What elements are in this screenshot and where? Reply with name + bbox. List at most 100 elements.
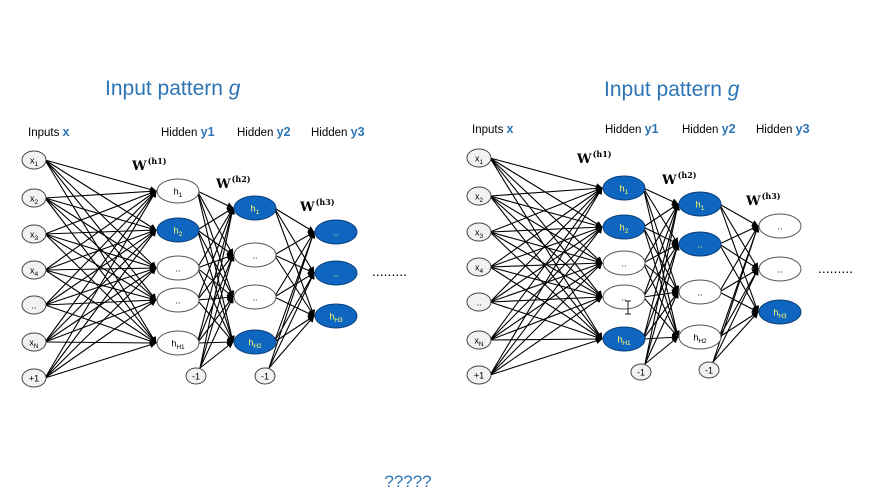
net2-header-h1: Hidden y1 (605, 122, 659, 136)
net2-edge-in1-l1n0 (490, 185, 603, 197)
net1-input-node (21, 368, 47, 388)
net2-input-label: x2 (475, 192, 484, 205)
net1-edge-in3-l1n0 (44, 190, 157, 271)
net1-edge-l2n0-l3n0 (274, 207, 315, 233)
net2-layer2-node (678, 231, 722, 257)
net2-edge-l2n3-l3n1 (718, 268, 759, 338)
net2-input-node (466, 222, 492, 242)
net2-edge-in2-l1n1 (490, 223, 603, 233)
net2-edge-l1n3-l2n3 (642, 296, 679, 338)
net1-edge-in3-l1n2 (45, 264, 157, 272)
net1-edge-in4-l1n4 (44, 304, 157, 345)
net2-input-node (466, 365, 492, 385)
net2-input-node (466, 292, 492, 312)
net2-edge-in1-l1n4 (489, 195, 603, 340)
net1-input-label: x2 (30, 194, 39, 207)
net1-edge-in5-l1n1 (44, 229, 157, 343)
net1-edge-l1n1-l2n2 (196, 229, 234, 298)
net2-layer3-label: .. (777, 265, 782, 275)
net1-edge-in4-l1n3 (45, 296, 157, 306)
net1-edge-l1n0-l2n3 (196, 190, 235, 343)
net2-edge-l2n3-l3n2 (719, 311, 759, 338)
net2-layer2-label: hH2 (693, 333, 707, 346)
net2-input-node (466, 186, 492, 206)
net2-edge-l1n2-l2n0 (642, 203, 679, 264)
net1-edge-l2n0-l3n1 (273, 207, 315, 274)
net1-edge-b1-l2n0 (199, 207, 236, 369)
net1-edge-in5-l1n0 (44, 190, 157, 343)
net2-layer3-node (758, 213, 802, 239)
net2-continuation: ......... (818, 260, 853, 276)
net2-layer2-label: .. (697, 288, 702, 298)
net1-input-label: +1 (29, 374, 39, 384)
net2-edge-l1n1-l2n3 (642, 226, 680, 338)
net2-input-node (466, 148, 492, 168)
net1-input-label: .. (31, 301, 36, 311)
net2-edge-in4-l1n4 (489, 301, 603, 341)
net2-edge-l1n0-l2n2 (642, 187, 680, 293)
net1-edge-in6-l1n3 (44, 299, 157, 379)
net2-edge-l1n4-l2n2 (642, 291, 679, 340)
net1-input-label: x1 (30, 156, 39, 169)
net2-edge-in5-l1n4 (490, 335, 603, 343)
net1-header-h1: Hidden y1 (161, 125, 215, 139)
net1-edge-l1n4-l2n0 (196, 207, 235, 344)
net1-layer3-label: .. (333, 228, 338, 238)
net1-layer3-node (314, 219, 358, 245)
net2-edge-b1-l2n0 (644, 203, 681, 365)
net2-layer2-label: h1 (696, 200, 705, 213)
net2-edge-l2n1-l3n0 (719, 225, 759, 245)
net1-edge-in4-l1n0 (44, 190, 157, 306)
net1-bias1-label: -1 (192, 372, 200, 382)
net1-edge-l1n1-l2n1 (197, 229, 234, 256)
net1-input-node (21, 150, 47, 170)
net1-layer1-node (156, 287, 200, 313)
net1-edge-l1n0-l2n2 (196, 190, 235, 298)
net1-edge-l2n1-l3n0 (274, 231, 315, 256)
net2-input-node (466, 330, 492, 350)
net1-edge-l1n4-l2n3 (197, 338, 234, 346)
net1-edge-l2n2-l3n1 (274, 272, 315, 298)
net2-edge-l2n2-l3n0 (718, 225, 759, 293)
net1-edge-b1-l2n2 (199, 296, 234, 369)
net1-title: Input pattern g (105, 77, 241, 100)
net1-header-inputs: Inputs x (28, 125, 70, 139)
net2-layer2-node (678, 324, 722, 350)
net1-edge-l2n2-l3n0 (273, 231, 315, 298)
net1-edge-in1-l1n0 (45, 188, 157, 199)
net2-edge-l1n2-l2n3 (642, 262, 679, 338)
net2-input-label: x3 (475, 228, 484, 241)
net2-input-label: +1 (474, 371, 484, 381)
net2-title: Input pattern g (604, 78, 740, 101)
net1-layer2-label: .. (252, 251, 257, 261)
net1-edge-in2-l1n0 (44, 190, 157, 235)
net2-edge-b2-l3n2 (712, 311, 759, 363)
net1-layer1-node (156, 255, 200, 281)
net1-edge-in3-l1n1 (44, 228, 157, 271)
net1-edge-l1n0-l2n0 (197, 190, 234, 209)
net1-edge-l2n0-l3n2 (273, 207, 316, 317)
net1-layer3-label: hH3 (329, 312, 343, 325)
net1-layer1-label: .. (175, 264, 180, 274)
net2-header-h2: Hidden y2 (682, 122, 736, 136)
net2-edge-in6-l1n0 (489, 187, 603, 376)
net1-edge-in2-l1n1 (45, 226, 157, 235)
net2-input-label: .. (476, 298, 481, 308)
net2-edge-in6-l1n2 (489, 262, 603, 376)
net1-header-h2: Hidden y2 (237, 125, 291, 139)
net2-input-label: xN (474, 336, 484, 349)
net1-layer1-node (156, 178, 200, 204)
net2-edge-b2-l3n1 (712, 268, 759, 363)
net1-edge-in1-l1n2 (44, 197, 157, 269)
net1-edge-in3-l1n4 (44, 269, 157, 344)
net1-layer2-label: hH2 (248, 338, 262, 351)
net1-weight-w3: W(h3) (299, 197, 335, 215)
net2-layer2-node (678, 191, 722, 217)
net2-edge-l2n1-l3n2 (718, 243, 759, 313)
net1-edge-l2n3-l3n2 (274, 315, 315, 343)
net2-edge-l1n4-l2n3 (643, 334, 679, 341)
net1-edge-in2-l1n4 (44, 233, 157, 344)
net1-edge-in4-l1n1 (44, 229, 157, 306)
net2-edge-in6-l1n4 (489, 337, 603, 376)
net1-layer2-label: .. (252, 293, 257, 303)
